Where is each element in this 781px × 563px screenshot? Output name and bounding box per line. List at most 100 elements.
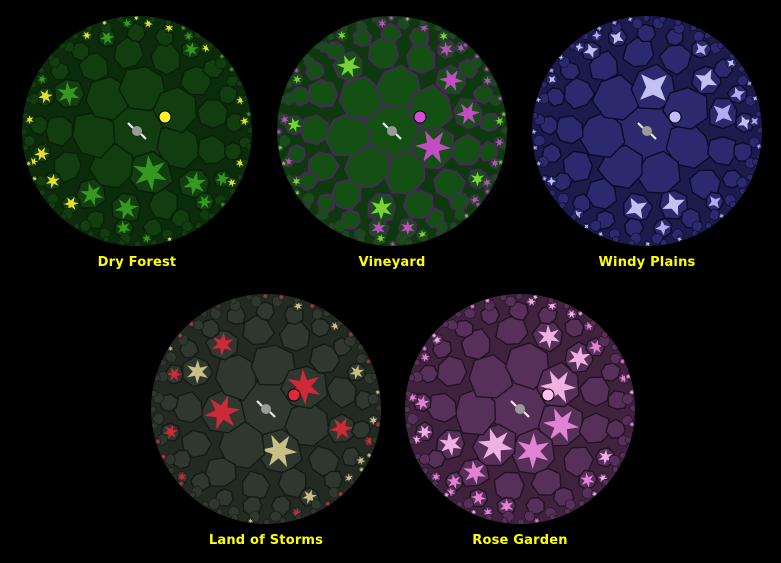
rose-icon [526,297,536,306]
vine-icon [418,230,427,239]
star-burst-icon [57,81,80,106]
rose-icon [444,492,450,498]
star-burst-icon [201,43,211,53]
storm-star-icon [375,421,381,427]
tiling-canvas [149,292,383,526]
star-burst-icon [142,234,152,243]
vine-icon [390,241,396,247]
skull-monster-icon [413,110,427,124]
whirlwind-icon [713,104,733,123]
charged-ring-icon [287,388,301,402]
rose-icon [629,389,635,395]
vine-icon [494,138,504,147]
vine-icon [495,116,504,126]
star-burst-icon [220,201,226,208]
whirlwind-icon [610,31,624,45]
rose-icon [414,395,430,411]
storm-star-icon [348,331,354,337]
storm-star-icon [177,333,183,338]
land-card-vineyard[interactable]: Vineyard [272,14,512,270]
rose-icon [447,474,462,489]
rose-icon [588,339,604,355]
vine-icon [292,75,302,84]
vine-icon [294,67,299,74]
ivy-monster-icon [158,110,172,124]
whirlwind-icon [645,241,650,247]
rose-icon [469,304,475,309]
whirlwind-icon [747,81,752,86]
vine-icon [281,161,287,167]
vine-icon [401,220,415,236]
star-burst-icon [235,158,245,168]
player-icon [382,122,402,140]
vine-icon [470,196,480,205]
windy-plains-map [530,14,764,248]
storm-star-icon [178,481,184,486]
storm-star-icon [329,417,354,440]
vine-icon [286,117,302,133]
rose-icon [543,408,579,442]
whirlwind-icon [583,43,598,58]
star-burst-icon [167,236,172,242]
storm-star-icon [349,364,364,380]
rose-icon [477,428,513,463]
rose-icon [548,301,557,311]
land-card-dry-forest[interactable]: Dry Forest [17,14,257,270]
star-burst-icon [165,23,174,33]
whirlwind-icon [655,220,671,236]
storm-star-icon [344,473,353,483]
land-card-rose-garden[interactable]: Rose Garden [400,292,640,548]
storm-star-icon [358,466,364,472]
vine-icon [475,201,481,207]
star-burst-icon [184,31,193,41]
rose-icon [471,490,486,505]
wind-monster-icon [668,110,682,124]
star-burst-icon [114,197,139,220]
whirlwind-icon [640,74,667,101]
vine-icon [457,43,466,53]
vine-icon [276,129,282,135]
star-burst-icon [45,173,60,189]
rose-icon [446,487,455,497]
vineyard-map [275,14,509,248]
tiling-canvas [20,14,254,248]
vine-icon [462,42,468,48]
rose-icon [422,345,427,352]
vine-icon [284,157,293,166]
storm-star-icon [211,332,234,357]
player-icon [637,122,657,140]
rose-icon [538,324,560,349]
star-burst-icon [197,195,212,209]
storm-star-icon [178,472,186,482]
vine-icon [483,76,492,86]
player-icon [256,400,276,418]
star-burst-icon [102,20,107,26]
land-card-windy-plains[interactable]: Windy Plains [527,14,767,270]
land-card-land-of-storms[interactable]: Land of Storms [146,292,386,548]
star-burst-icon [99,30,115,45]
star-burst-icon [240,116,249,126]
dry-forest-map [20,14,254,248]
star-burst-icon [116,220,131,236]
rose-icon [619,374,628,383]
star-burst-icon [34,147,50,161]
storm-star-icon [375,389,381,395]
rose-icon [412,435,421,445]
vine-icon [415,130,451,164]
whirlwind-icon [596,26,602,32]
star-burst-icon [227,178,237,187]
vine-icon [474,54,480,59]
land-caption: Land of Storms [208,533,324,548]
rose-icon [625,373,631,379]
vine-icon [501,111,507,117]
whirlwind-icon [662,193,685,216]
vine-icon [376,234,385,243]
land-caption: Dry Forest [97,255,177,270]
whirlwind-icon [627,16,633,22]
vine-icon [498,159,504,165]
whirlwind-icon [542,176,547,182]
rose-icon [439,432,462,457]
storm-star-icon [309,303,315,309]
storm-star-icon [293,301,303,311]
star-burst-icon [80,182,104,207]
